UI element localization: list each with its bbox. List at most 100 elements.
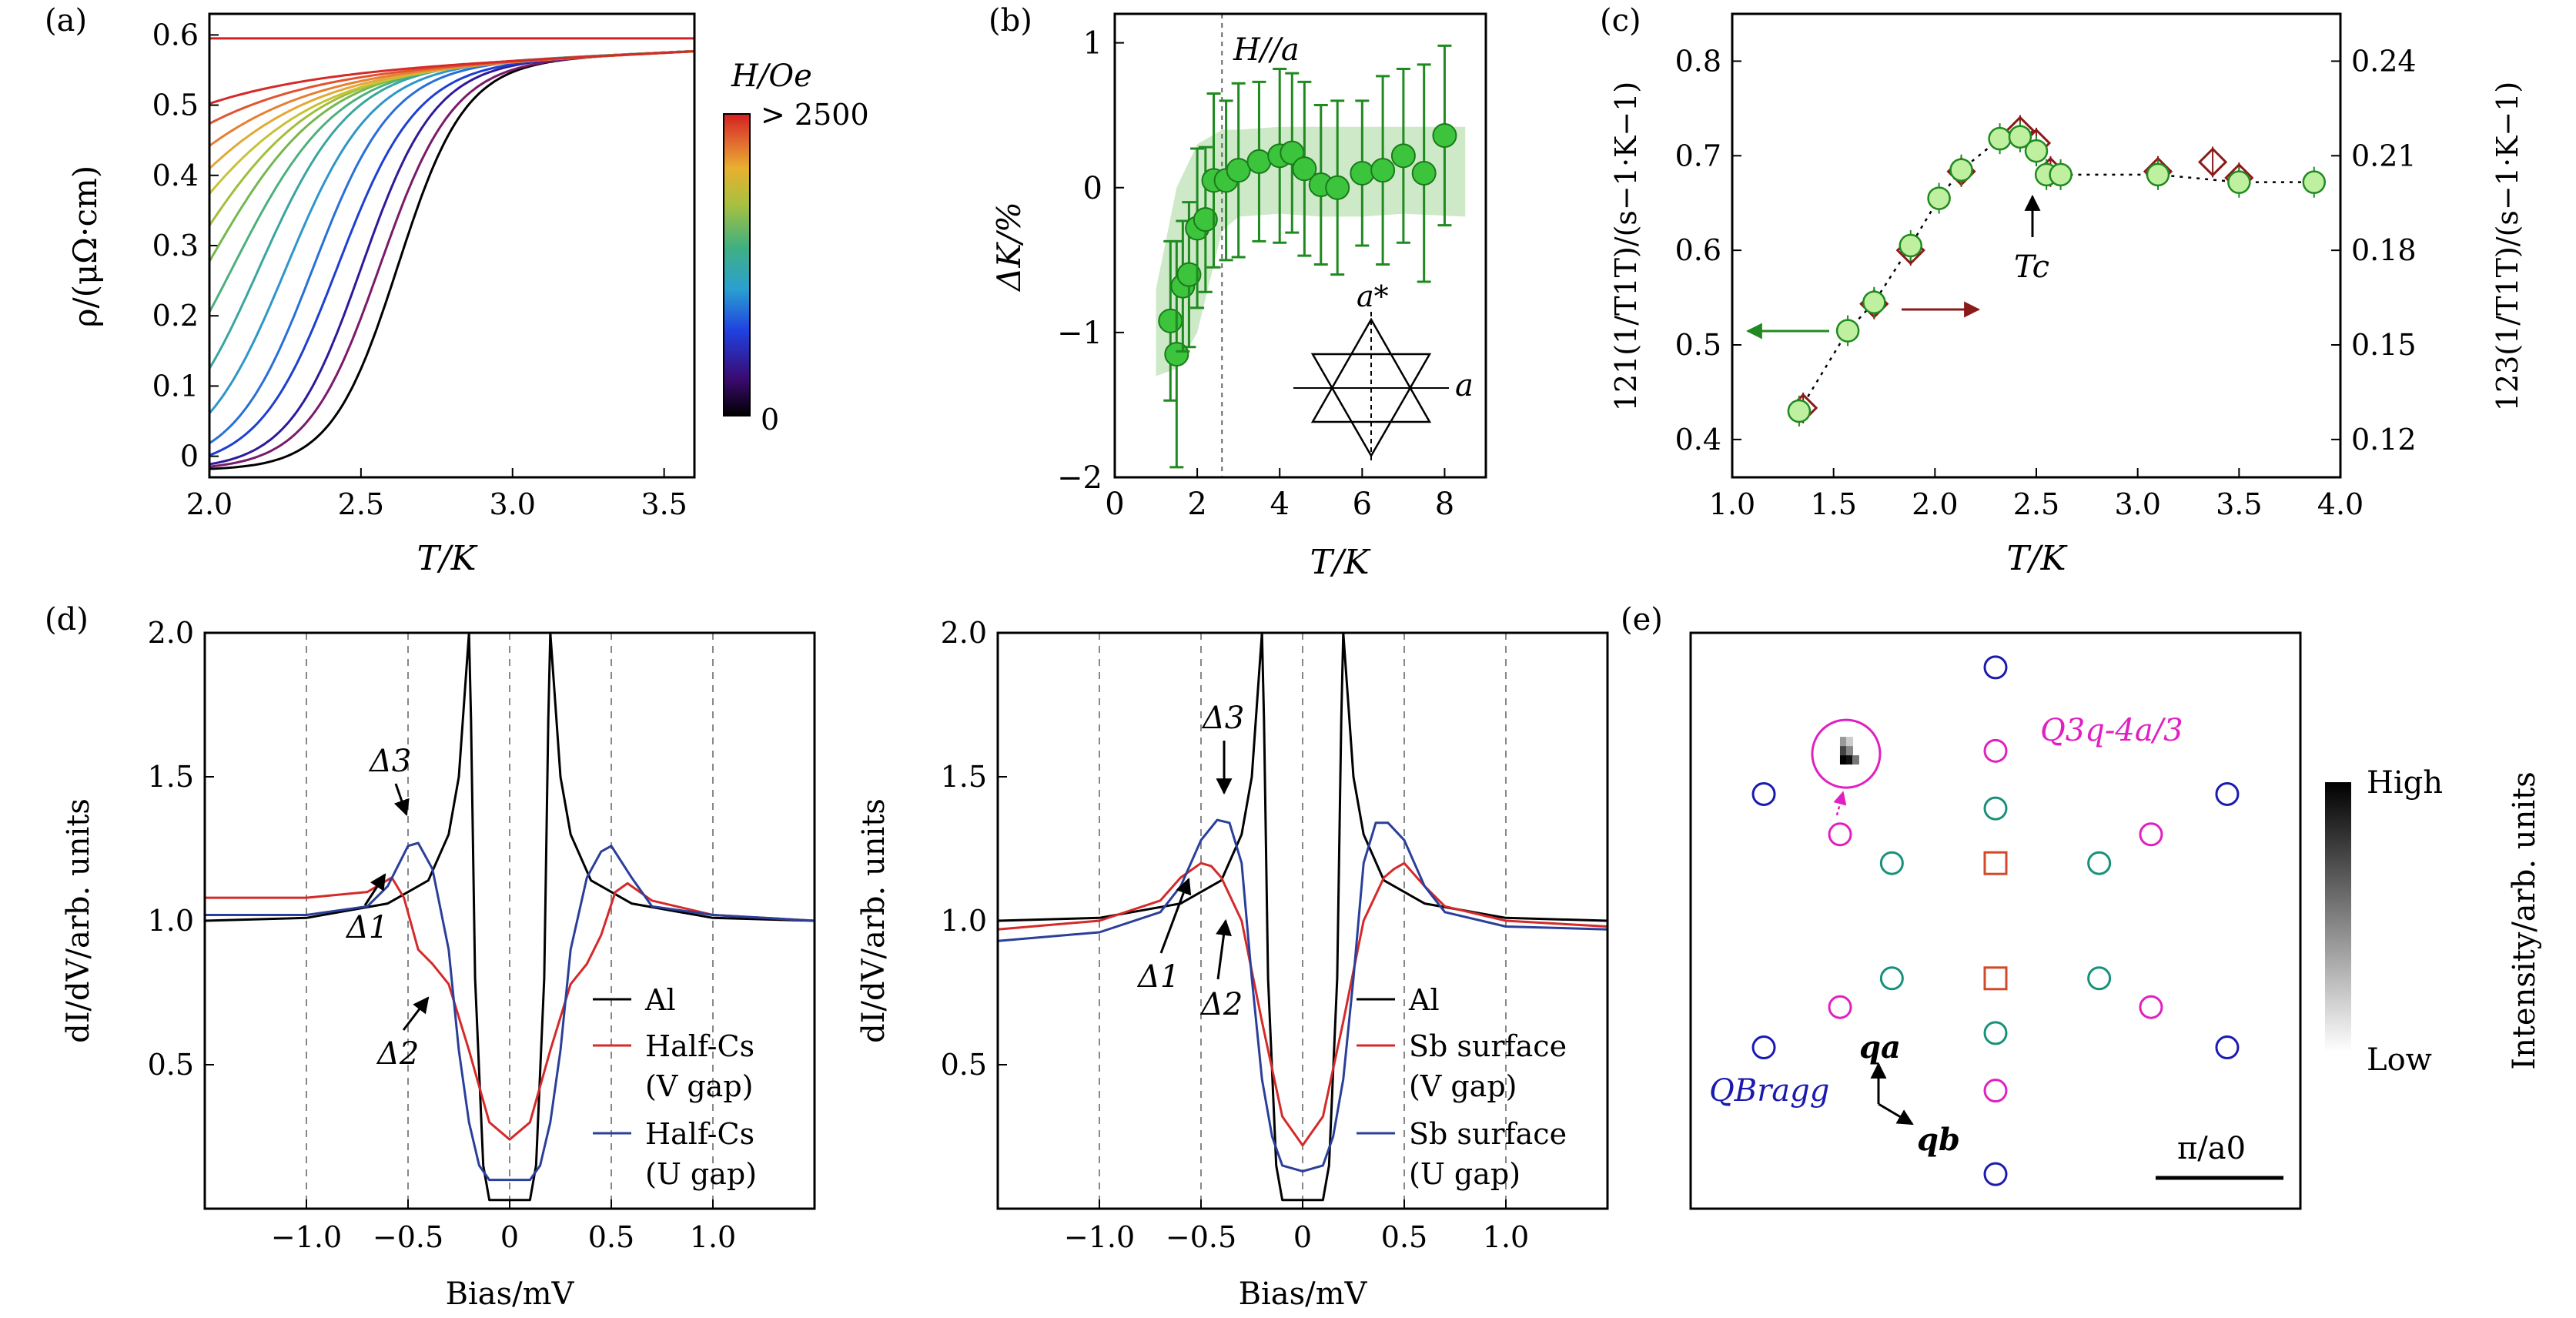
data-point-123	[2197, 147, 2228, 177]
y-tick-label: 1.5	[148, 760, 194, 794]
panel-b-ylabel: ΔK/%	[990, 202, 1028, 293]
data-point	[1176, 262, 1202, 287]
data-point-121	[1899, 233, 1922, 258]
panel-b-axes-frame	[1113, 12, 1487, 479]
lattice-peak	[1828, 995, 1852, 1019]
x-tick-label: 2.5	[2013, 487, 2059, 521]
y-tick-label: −2	[1057, 460, 1102, 496]
highlight-arrow	[1833, 791, 1847, 816]
y-tick-label: 0.5	[941, 1048, 987, 1082]
gap-label-delta1: Δ1	[345, 910, 388, 945]
x-tick-label: 3.5	[641, 487, 687, 521]
gap-arrow-delta3	[393, 783, 410, 816]
gap-label-delta2: Δ2	[1199, 987, 1243, 1022]
panel-b-plot: 0 2 4 6 8 −2 −1 0 1	[1057, 14, 1466, 522]
resistivity-curve	[209, 49, 695, 466]
panel-d2: −1.0 −0.5 0 0.5 1.0 0.5 1.0 1.5 2.0 Bias/mV dI/d…	[856, 616, 1609, 1312]
fft-peak-pixel	[1845, 737, 1853, 747]
legend-label-u-gap-sub: (U gap)	[645, 1157, 757, 1191]
panel-d1-axes-frame	[203, 631, 816, 1210]
panel-e: (e) Q3q-4a/3 QBragg qa qb π/a0 High Low …	[1621, 602, 2542, 1210]
panel-c-xlabel: T/K	[2006, 539, 2067, 578]
lattice-peak	[2139, 995, 2163, 1019]
data-point-121	[2024, 139, 2049, 163]
panel-a-xlabel: T/K	[417, 539, 477, 578]
panel-b-xlabel: T/K	[1310, 543, 1370, 582]
y-tick-label-right: 0.12	[2351, 423, 2417, 457]
panel-b-annotation: H//a	[1233, 32, 1300, 68]
lattice-peak	[1751, 1035, 1776, 1060]
y-tick-label: 2.0	[148, 616, 194, 650]
y-tick-label: 0	[1083, 171, 1102, 206]
x-tick-label: 2.0	[1912, 487, 1958, 521]
panel-e-colorbar-low: Low	[2367, 1042, 2432, 1078]
x-tick-label: 0	[500, 1220, 519, 1254]
panel-c-ylabel-right: 123(1/T1T)/(s−1·K−1)	[2491, 82, 2524, 411]
y-tick-label: 1.0	[148, 904, 194, 938]
data-point-121	[1862, 290, 1886, 314]
data-point-121	[1927, 186, 1951, 210]
data-point	[1193, 207, 1218, 232]
data-point	[1292, 156, 1317, 182]
panel-a-ylabel: ρ/(μΩ·cm)	[66, 166, 104, 327]
x-tick-label: −1.0	[1064, 1220, 1135, 1254]
panel-a-colorbar-title: H/Oe	[731, 59, 812, 94]
panel-d2-ylabel: dI/dV/arb. units	[856, 798, 892, 1043]
resistivity-curve	[209, 50, 695, 125]
x-tick-label: 8	[1435, 487, 1454, 522]
x-tick-label: −1.0	[271, 1220, 342, 1254]
fft-peak-pixel	[1845, 746, 1853, 756]
highlight-circle	[1811, 718, 1882, 789]
inset-a-label: a	[1455, 368, 1474, 403]
x-tick-label: 4.0	[2317, 487, 2364, 521]
fft-peak-pixel	[1845, 755, 1853, 765]
lattice-peak	[1751, 781, 1776, 806]
lattice-peak	[2139, 822, 2163, 847]
panel-e-q3q-label: Q3q-4a/3	[2040, 713, 2183, 748]
legend-label-v-gap: Half-Cs	[645, 1029, 754, 1063]
qb-label: qb	[1917, 1122, 1960, 1158]
x-tick-label: 0	[1293, 1220, 1312, 1254]
y-tick-label: 1	[1083, 26, 1102, 62]
legend-label-v-gap: Sb surface	[1409, 1029, 1567, 1063]
data-point	[1325, 175, 1350, 200]
panel-d1: (d) −1.0 −0.5 0 0.5 1.00.51.01.52.0 Bias/mV …	[45, 602, 816, 1312]
y-tick-label-left: 0.5	[1675, 328, 1721, 362]
kagome-star-inset: a a*	[1293, 279, 1474, 462]
data-point-121	[1835, 319, 1860, 343]
resistivity-curve	[209, 50, 695, 105]
y-tick-label-right: 0.24	[2351, 44, 2417, 78]
y-tick-label: 0.2	[152, 299, 199, 333]
panel-d2-legend: Al Sb surface (V gap) Sb surface (U gap)	[1357, 983, 1567, 1191]
resistivity-curve	[208, 49, 695, 370]
x-tick-label: 4	[1270, 487, 1289, 522]
data-point-121	[2008, 125, 2032, 149]
y-tick-label-left: 0.8	[1675, 44, 1721, 78]
x-tick-label: 2	[1187, 487, 1206, 522]
data-point-121	[2146, 162, 2170, 187]
spectrum-curve	[997, 818, 1608, 1172]
data-point-121	[1988, 126, 2012, 151]
lattice-peak	[1983, 655, 2008, 680]
x-tick-label: 3.0	[490, 487, 536, 521]
panel-d1-plot: −1.0 −0.5 0 0.5 1.0 0.5 1.0 1.5 2.0	[148, 616, 815, 1254]
gap-arrow-delta1	[1159, 878, 1192, 954]
resistivity-curve	[208, 50, 695, 226]
lattice-peak	[1828, 822, 1852, 847]
lattice-peak	[2087, 966, 2112, 991]
y-tick-label-right: 0.21	[2351, 139, 2417, 172]
inset-astar-label: a*	[1357, 279, 1389, 313]
panel-d1-ylabel: dI/dV/arb. units	[61, 798, 96, 1043]
panel-c-axes-frame	[1731, 12, 2342, 479]
lattice-peak	[2087, 851, 2112, 875]
panel-a-axes-frame	[208, 12, 696, 479]
panel-a-colorbar-low: 0	[761, 403, 779, 437]
panel-c-tag: (c)	[1600, 3, 1641, 38]
data-point	[1246, 149, 1272, 174]
panel-a: (a) 2.0 2.5 3.0 3.500.10.20.30.40.50.6 T/K …	[45, 3, 869, 578]
y-tick-label: 0.4	[152, 159, 199, 192]
data-point	[1226, 158, 1251, 183]
panel-c-plot: 1.0 1.5 2.0 2.5 3.0 3.5 4.0 0.4 0.5 0.6 0.7 0.8 0.12…	[1675, 44, 2417, 521]
data-point-121	[1787, 399, 1812, 423]
